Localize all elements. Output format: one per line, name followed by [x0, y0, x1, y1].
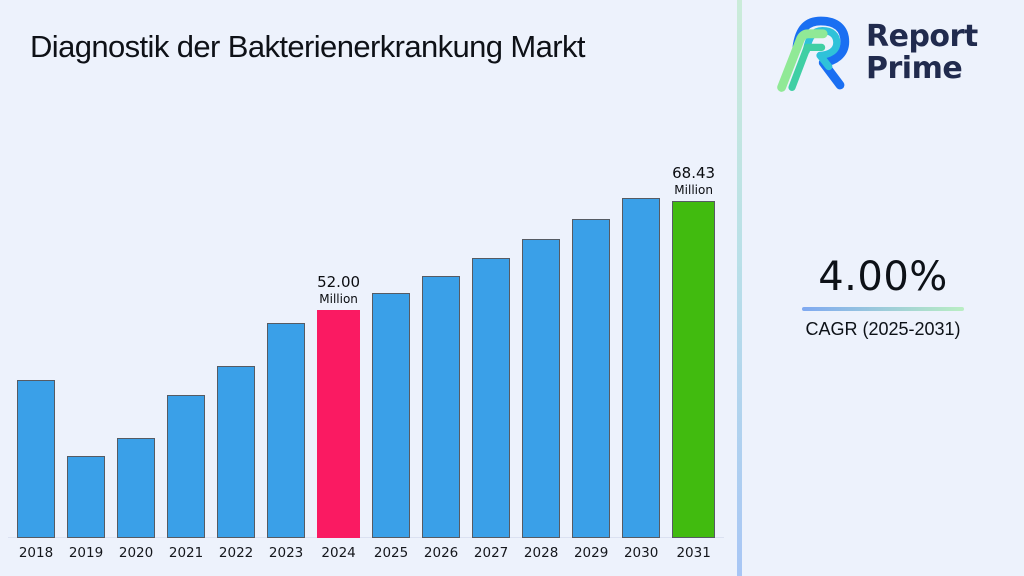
bar-group-2020: 2020 [117, 164, 156, 561]
x-tick-2026: 2026 [423, 545, 459, 561]
x-tick-2019: 2019 [68, 545, 104, 561]
bar-2023 [267, 322, 306, 538]
bar-2030 [622, 198, 661, 538]
x-tick-2031: 2031 [676, 545, 711, 561]
bar-2025 [372, 293, 411, 538]
bar-2024 [317, 310, 361, 538]
bar-group-2030: 2030 [622, 164, 661, 561]
page-title: Diagnostik der Bakterienerkrankung Markt [30, 28, 586, 64]
x-tick-2028: 2028 [523, 545, 559, 561]
x-tick-2027: 2027 [473, 545, 509, 561]
bar-2029 [572, 218, 611, 538]
bar-group-2022: 2022 [217, 164, 256, 561]
x-tick-2022: 2022 [218, 545, 254, 561]
annotation-unit: Million [674, 182, 713, 197]
x-tick-2018: 2018 [18, 545, 54, 561]
bar-chart: 2018 2019 2020 2021 2022 2023 52.00 Million 2024… [17, 164, 716, 561]
bar-2028 [522, 238, 561, 538]
x-tick-2024: 2024 [321, 545, 356, 561]
bar-group-2025: 2025 [372, 164, 411, 561]
cagr-underline [802, 307, 964, 311]
x-tick-2023: 2023 [268, 545, 304, 561]
bar-group-2023: 2023 [267, 164, 306, 561]
logo-text-line1: Report [866, 18, 978, 54]
annotation-value: 52.00 [317, 273, 361, 292]
panel-divider [737, 0, 742, 576]
x-axis-line [8, 537, 724, 538]
bar-group-2028: 2028 [522, 164, 561, 561]
bar-group-2024: 52.00 Million 2024 [317, 164, 361, 561]
x-tick-2029: 2029 [573, 545, 609, 561]
bar-2019 [67, 455, 106, 538]
bar-group-2029: 2029 [572, 164, 611, 561]
bar-annotation-2031: 68.43 Million [672, 164, 715, 197]
report-prime-logo-mark [777, 16, 850, 92]
right-panel: Report Prime 4.00% CAGR (2025-2031) [742, 0, 1024, 576]
bar-2021 [167, 394, 206, 538]
bar-2020 [117, 438, 156, 538]
bar-2031 [672, 201, 716, 538]
bar-2018 [17, 380, 56, 538]
bar-group-2031: 68.43 Million 2031 [672, 164, 716, 561]
x-tick-2025: 2025 [373, 545, 409, 561]
cagr-label: CAGR (2025-2031) [805, 319, 961, 339]
x-tick-2030: 2030 [623, 545, 659, 561]
bar-group-2019: 2019 [67, 164, 106, 561]
annotation-value: 68.43 [672, 164, 716, 182]
bar-group-2021: 2021 [167, 164, 206, 561]
bar-annotation-2024: 52.00 Million [317, 273, 360, 306]
report-prime-logo-text: Report Prime [866, 18, 978, 86]
bar-2022 [217, 365, 256, 538]
cagr-block: 4.00% CAGR (2025-2031) [742, 254, 1024, 340]
bar-group-2018: 2018 [17, 164, 56, 561]
bar-group-2026: 2026 [422, 164, 461, 561]
report-prime-logo: Report Prime [776, 12, 978, 94]
x-tick-2020: 2020 [118, 545, 154, 561]
bar-group-2027: 2027 [472, 164, 511, 561]
x-tick-2021: 2021 [168, 545, 204, 561]
annotation-unit: Million [319, 291, 358, 306]
cagr-value: 4.00% [818, 254, 948, 300]
bar-2027 [472, 257, 511, 538]
bar-2026 [422, 275, 461, 538]
logo-text-line2: Prime [866, 51, 963, 86]
